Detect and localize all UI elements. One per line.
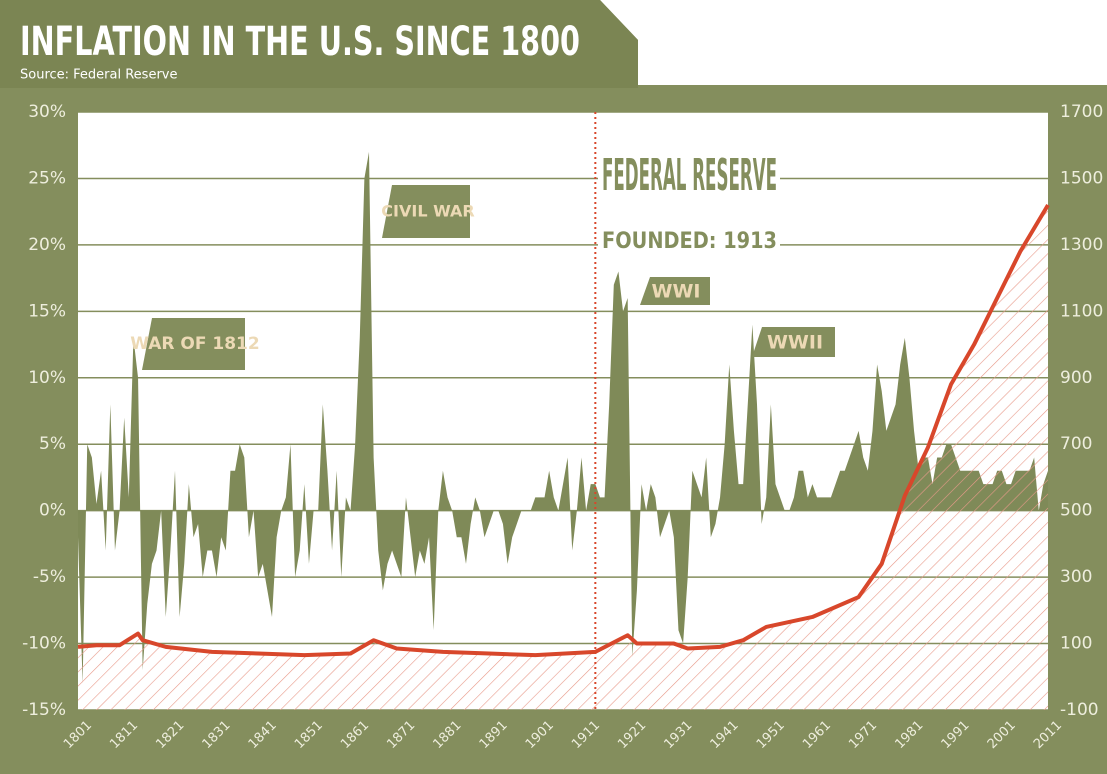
annotation: CIVIL WAR [381, 202, 474, 221]
chart-title: INFLATION IN THE U.S. SINCE 1800 [20, 19, 580, 65]
annotation-box [598, 120, 780, 260]
y2-tick-label: 1700 [1060, 102, 1103, 122]
annotation: FEDERAL RESERVE [602, 150, 777, 201]
chart-subtitle: Source: Federal Reserve [20, 68, 178, 83]
y2-tick-label: 1300 [1060, 235, 1103, 255]
header [0, 0, 638, 88]
y-tick-label: -5% [33, 567, 66, 587]
annotation-box [752, 327, 835, 357]
y-tick-label: 20% [28, 235, 66, 255]
annotation-box [640, 277, 710, 305]
annotation: FOUNDED: 1913 [602, 229, 777, 254]
y-tick-label: -15% [22, 700, 66, 720]
y-tick-label: -10% [22, 634, 66, 654]
cpi-line [77, 203, 1050, 658]
y2-tick-label: 1500 [1060, 168, 1103, 188]
annotation: WWI [652, 281, 701, 303]
y2-tick-label: 1100 [1060, 301, 1103, 321]
y-tick-label: 25% [28, 168, 66, 188]
annotation-box [142, 318, 245, 370]
annotations: WAR OF 1812 CIVIL WAR WWI WWII FEDERAL R… [130, 120, 835, 370]
cpi-hatch [78, 205, 1048, 710]
y-tick-label: 15% [28, 301, 66, 321]
y2-tick-label: -100 [1060, 700, 1099, 720]
y2-tick-label: 900 [1060, 368, 1092, 388]
y-tick-label: 5% [39, 434, 66, 454]
y2-tick-label: 100 [1060, 634, 1092, 654]
y-tick-label: 30% [28, 102, 66, 122]
y2-tick-label: 700 [1060, 434, 1092, 454]
annotation: WAR OF 1812 [130, 334, 259, 354]
y2-tick-label: 300 [1060, 567, 1092, 587]
annotation: WWII [767, 332, 823, 354]
header-cut [0, 0, 1107, 85]
y2-tick-label: 500 [1060, 501, 1092, 521]
annotation-box [382, 185, 470, 238]
y-tick-label: 0% [39, 501, 66, 521]
y-tick-label: 10% [28, 368, 66, 388]
